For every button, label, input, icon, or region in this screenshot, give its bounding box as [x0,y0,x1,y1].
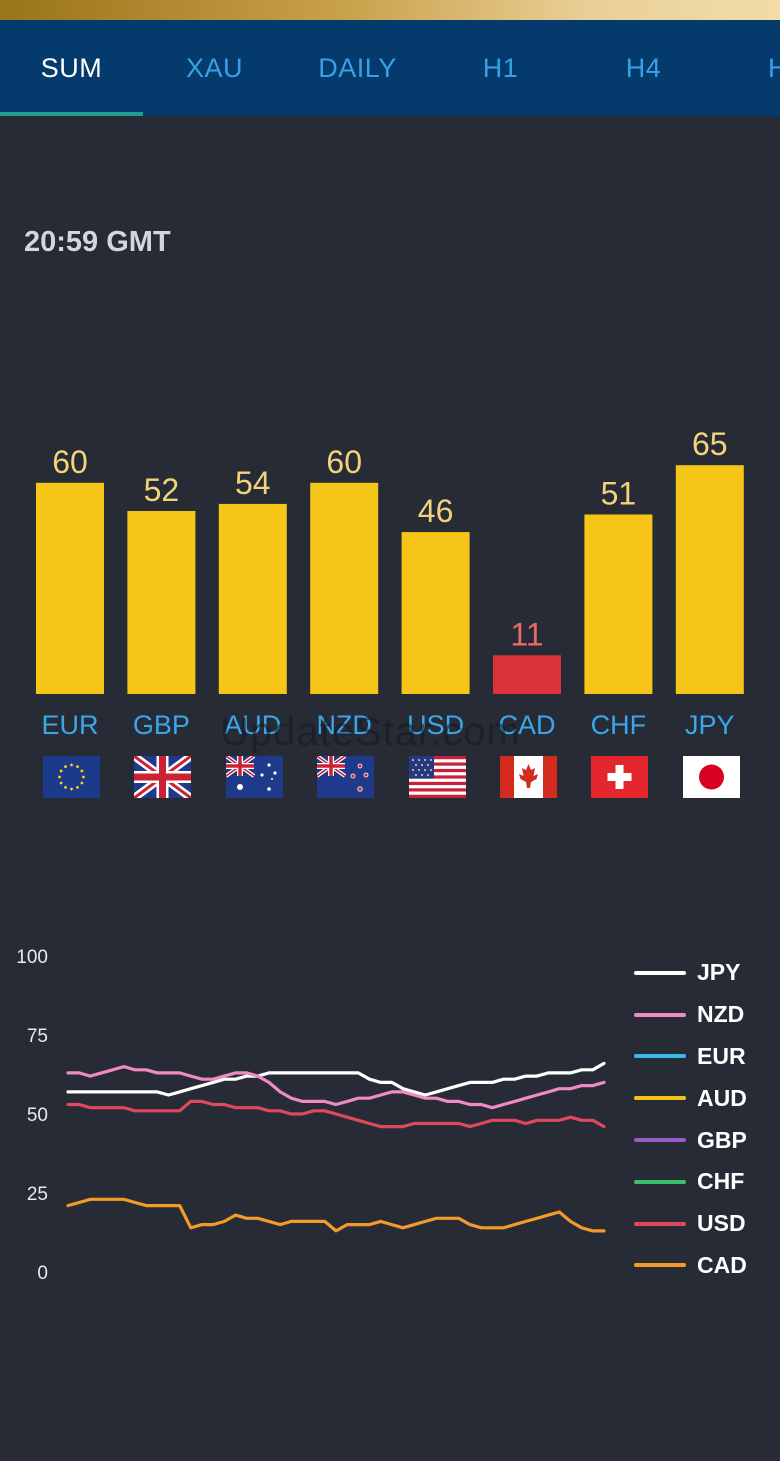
y-tick-100: 100 [16,947,48,968]
legend-label: CHF [697,1168,745,1195]
legend-item-aud: AUD [634,1077,747,1119]
legend-item-usd: USD [634,1203,747,1245]
legend-label: JPY [697,959,741,986]
y-tick-0: 0 [37,1263,48,1284]
legend-label: EUR [697,1042,746,1069]
bar-label-aud: AUD [224,710,281,740]
legend-label: AUD [697,1084,747,1111]
legend-label: GBP [697,1126,747,1153]
active-tab-indicator [0,112,143,116]
y-tick-50: 50 [27,1105,48,1126]
bar-cad [493,655,561,694]
bar-label-usd: USD [407,710,464,740]
tab-h-partial[interactable]: H [768,52,780,83]
bar-label-nzd: NZD [316,710,372,740]
bar-value-nzd: 60 [326,444,362,480]
legend-swatch [634,1054,686,1059]
y-tick-75: 75 [27,1026,48,1047]
bar-eur [36,482,104,694]
new-zealand-flag-icon [317,756,374,798]
timestamp-label: 20:59 GMT [24,226,171,258]
japan-flag-icon [683,756,740,798]
strength-history-line-chart: 0 25 50 75 100 [16,947,606,1284]
legend-swatch [634,970,686,975]
bar-label-eur: EUR [41,710,98,740]
bar-value-eur: 60 [52,444,88,480]
series-line-cad [66,1197,606,1233]
legend-item-gbp: GBP [634,1119,747,1161]
tab-h4[interactable]: H4 [625,52,662,83]
timeframe-tab-bar: SUM XAU DAILY H1 H4 H [0,20,780,116]
bar-value-chf: 51 [601,475,637,511]
tab-sum[interactable]: SUM [40,52,103,83]
switzerland-flag-icon [591,756,648,798]
legend-swatch [634,1221,686,1226]
bar-value-gbp: 52 [144,472,180,508]
bar-chf [584,514,653,694]
y-tick-25: 25 [27,1184,48,1205]
bar-value-aud: 54 [235,465,271,501]
legend-item-nzd: NZD [634,994,747,1036]
canada-flag-icon [500,756,557,798]
australia-flag-icon [226,756,283,798]
tab-h1[interactable]: H1 [482,52,519,83]
bar-label-jpy: JPY [685,710,735,740]
legend-swatch [634,1263,686,1268]
eu-flag-icon [43,756,100,798]
bar-value-usd: 46 [418,493,454,529]
line-chart-legend: JPY NZD EUR AUD GBP CHF USD CAD [634,952,747,1286]
legend-label: CAD [697,1251,747,1278]
bar-usd [401,532,470,694]
bar-value-jpy: 65 [692,426,728,462]
usa-flag-icon [409,756,466,798]
bar-nzd [310,482,379,694]
tab-xau[interactable]: XAU [185,52,244,83]
series-line-usd [66,1099,606,1129]
bar-value-cad: 11 [510,616,543,652]
legend-swatch [634,1179,686,1184]
bar-gbp [127,510,196,694]
bar-label-gbp: GBP [133,710,190,740]
series-line-nzd [66,1065,606,1110]
top-accent-strip [0,0,780,20]
legend-label: USD [697,1210,746,1237]
bar-aud [218,503,287,694]
legend-swatch [634,1012,686,1017]
legend-item-eur: EUR [634,1036,747,1078]
legend-item-jpy: JPY [634,952,747,994]
legend-swatch [634,1096,686,1101]
uk-flag-icon [134,756,191,798]
bar-label-chf: CHF [591,710,647,740]
legend-label: NZD [697,1001,745,1028]
flag-row [0,756,780,800]
bar-label-cad: CAD [498,710,555,740]
watermark-text: UpdateStar.com [220,710,521,754]
legend-item-cad: CAD [634,1245,747,1287]
currency-strength-bar-chart: 60 EUR 52 GBP 54 AUD 60 NZD 46 USD 11 CAD 51 CHF 65 JPY [36,426,744,740]
series-line-jpy [66,1061,606,1097]
legend-swatch [634,1138,686,1143]
legend-item-chf: CHF [634,1161,747,1203]
bar-jpy [675,465,744,694]
tab-daily[interactable]: DAILY [318,52,397,83]
